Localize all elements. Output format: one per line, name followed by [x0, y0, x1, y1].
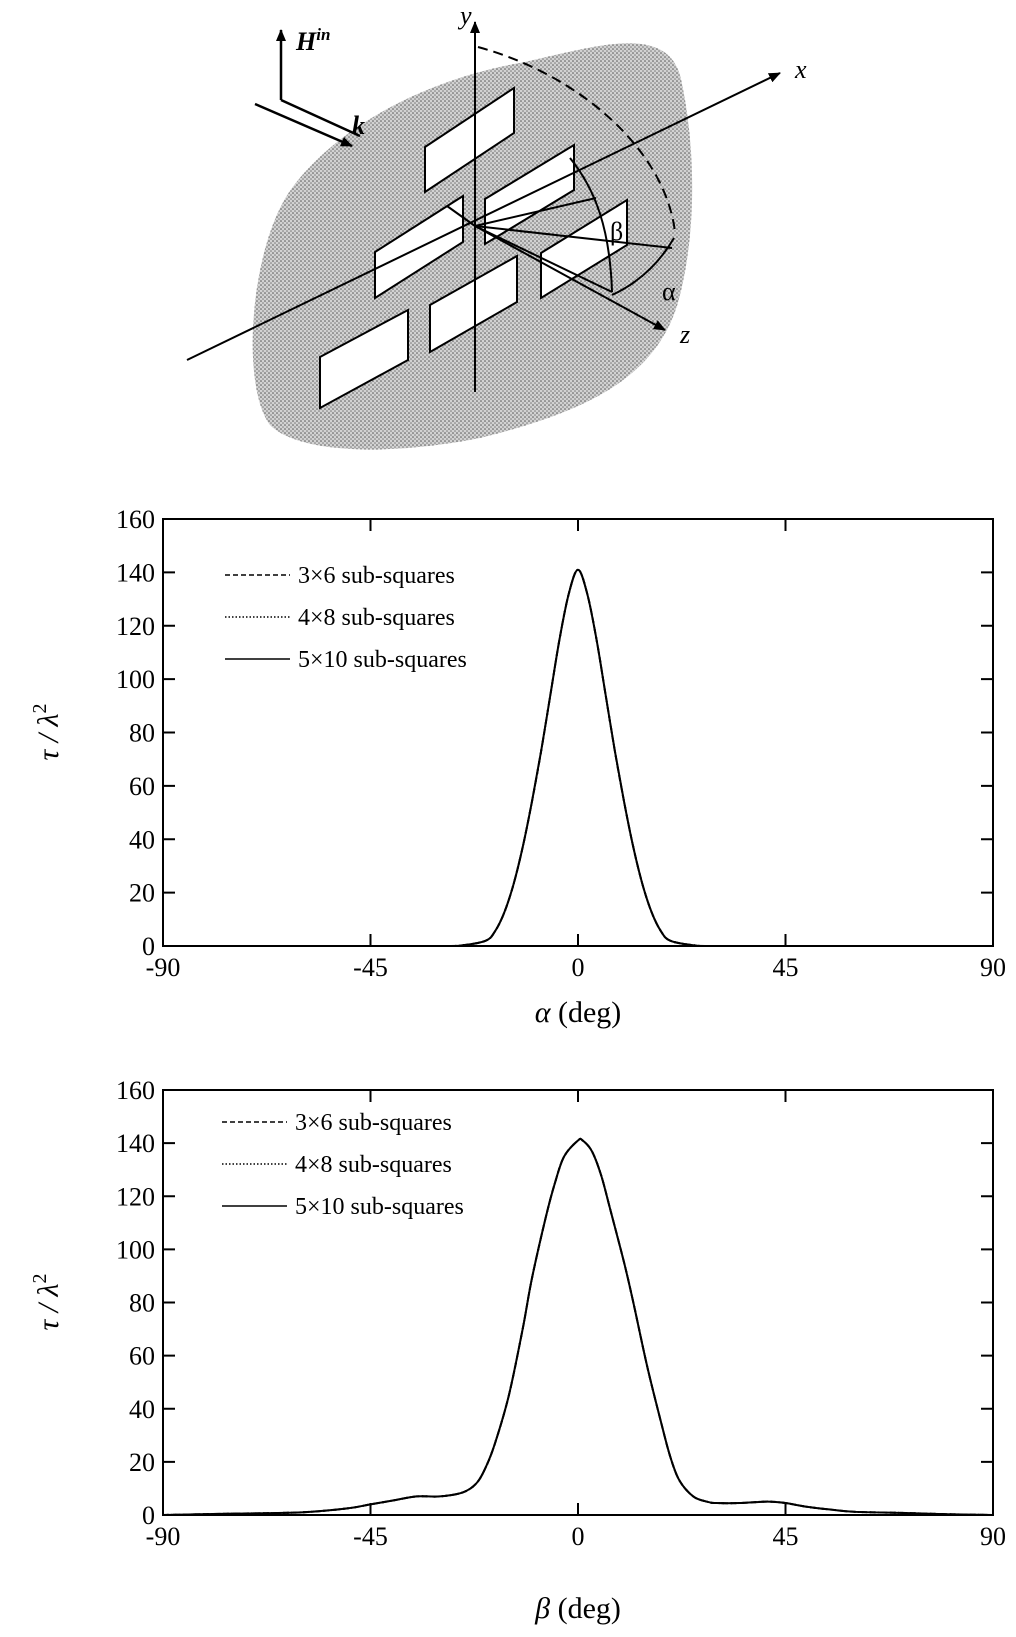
- x-tick-label: -45: [353, 953, 388, 982]
- plot-frame: [162, 518, 994, 947]
- k-label: k: [352, 111, 365, 140]
- x-tick-label: 0: [572, 1522, 585, 1551]
- series-group: [162, 1137, 994, 1516]
- axis-ticks: -90 -45 0 45 90 0 20 40 60 80 100 120 140 160: [116, 1076, 1006, 1551]
- aperture-slot: [319, 308, 409, 410]
- legend-label-4x8: 4×8 sub-squares: [298, 605, 455, 631]
- y-axis-label: τ / λ2: [29, 1273, 65, 1330]
- aperture-slot: [424, 86, 515, 194]
- x-axis-label: α (deg): [535, 996, 622, 1029]
- x-tick-label: -45: [353, 1522, 388, 1551]
- x-tick-label: 45: [773, 1522, 799, 1551]
- series-line-solid: [162, 1137, 994, 1516]
- legend-label-3x6: 3×6 sub-squares: [298, 563, 455, 589]
- y-tick-label: 0: [142, 1501, 155, 1530]
- direction-line: [474, 225, 613, 293]
- x-axis-label: β (deg): [534, 1592, 621, 1625]
- x-tick-label: 45: [773, 953, 799, 982]
- y-tick-label: 140: [116, 558, 155, 587]
- alpha-label: α: [662, 277, 676, 306]
- y-tick-label: 120: [116, 1182, 155, 1211]
- y-tick-label: 40: [129, 1395, 155, 1424]
- y-tick-label: 160: [116, 1076, 155, 1105]
- plot-frame: [162, 1089, 994, 1516]
- h-in-arrow-base: [280, 98, 361, 138]
- y-tick-label: 160: [116, 505, 155, 534]
- direction-line: [446, 205, 476, 227]
- y-label: y: [457, 1, 472, 30]
- direction-line: [474, 197, 597, 227]
- y-tick-label: 140: [116, 1129, 155, 1158]
- legend: 3×6 sub-squares 4×8 sub-squares 5×10 sub…: [222, 1110, 464, 1220]
- k-arrow: [254, 102, 353, 148]
- y-tick-label: 60: [129, 772, 155, 801]
- chart-beta: -90 -45 0 45 90 0 20 40 60 80 100 120 140 160 3×6 sub…: [29, 1076, 1006, 1625]
- y-tick-label: 120: [116, 612, 155, 641]
- chart-alpha: -90 -45 0 45 90 0 20 40 60 80 100 120 140 160 3×6 sub…: [29, 505, 1006, 1029]
- y-tick-label: 20: [129, 879, 155, 908]
- y-tick-label: 100: [116, 665, 155, 694]
- series-line-dashed: [162, 1137, 994, 1516]
- aperture-slot: [429, 254, 518, 354]
- geometry-diagram: Hin k x y z α β: [186, 1, 807, 450]
- y-tick-label: 100: [116, 1235, 155, 1264]
- direction-line: [474, 225, 673, 249]
- legend-label-3x6: 3×6 sub-squares: [295, 1110, 452, 1136]
- beta-label: β: [610, 217, 623, 246]
- y-tick-label: 40: [129, 825, 155, 854]
- h-in-label: Hin: [295, 25, 330, 56]
- legend: 3×6 sub-squares 4×8 sub-squares 5×10 sub…: [225, 563, 467, 673]
- x-axis-line: [186, 72, 781, 361]
- z-label: z: [679, 320, 690, 349]
- y-tick-label: 60: [129, 1342, 155, 1371]
- axis-ticks: -90 -45 0 45 90 0 20 40 60 80 100 120 140 160: [116, 505, 1006, 982]
- dashed-arc: [477, 46, 676, 233]
- y-tick-label: 20: [129, 1448, 155, 1477]
- x-tick-label: -90: [146, 953, 181, 982]
- x-tick-label: -90: [146, 1522, 181, 1551]
- y-tick-label: 0: [142, 932, 155, 961]
- x-tick-label: 0: [572, 953, 585, 982]
- y-tick-label: 80: [129, 1289, 155, 1318]
- legend-label-4x8: 4×8 sub-squares: [295, 1152, 452, 1178]
- y-tick-label: 80: [129, 719, 155, 748]
- series-line-solid: [163, 568, 993, 948]
- z-axis-line: [474, 225, 666, 331]
- x-tick-label: 90: [980, 953, 1006, 982]
- series-line-dotted: [162, 1137, 994, 1516]
- y-axis-label: τ / λ2: [29, 703, 65, 760]
- legend-label-5x10: 5×10 sub-squares: [298, 647, 467, 673]
- series-line-dotted: [163, 568, 993, 948]
- series-line-dashed: [163, 568, 993, 948]
- legend-label-5x10: 5×10 sub-squares: [295, 1194, 464, 1220]
- series-group: [163, 568, 993, 948]
- x-tick-label: 90: [980, 1522, 1006, 1551]
- x-label: x: [794, 55, 807, 84]
- alpha-arc: [611, 237, 675, 296]
- beta-arc: [569, 157, 613, 293]
